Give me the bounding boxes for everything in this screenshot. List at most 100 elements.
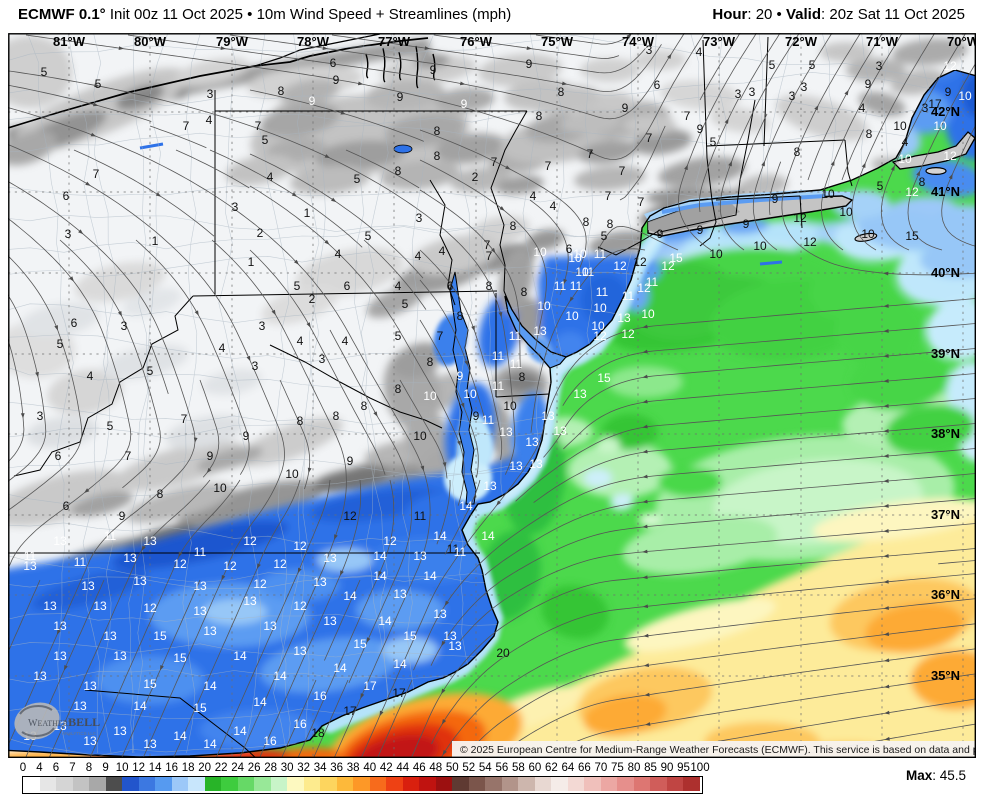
svg-text:10: 10	[463, 387, 477, 401]
svg-text:9: 9	[473, 409, 480, 423]
svg-text:13: 13	[23, 559, 37, 573]
svg-text:6: 6	[71, 316, 78, 330]
svg-text:4: 4	[902, 135, 909, 149]
svg-text:14: 14	[133, 699, 147, 713]
svg-text:12: 12	[223, 559, 237, 573]
svg-text:4: 4	[696, 45, 703, 59]
svg-text:1: 1	[304, 206, 311, 220]
svg-text:77°W: 77°W	[378, 34, 411, 49]
svg-text:13: 13	[33, 669, 47, 683]
svg-text:13: 13	[113, 724, 127, 738]
svg-text:7: 7	[255, 119, 262, 133]
svg-text:14: 14	[433, 529, 447, 543]
svg-text:ANALYTICS LLC: ANALYTICS LLC	[62, 731, 97, 736]
svg-text:11: 11	[74, 555, 87, 569]
svg-text:11: 11	[646, 275, 659, 289]
svg-text:41°N: 41°N	[931, 184, 960, 199]
svg-text:10: 10	[568, 251, 582, 265]
svg-text:13: 13	[263, 619, 277, 633]
svg-text:13: 13	[448, 639, 462, 653]
svg-text:13: 13	[393, 587, 407, 601]
svg-text:4: 4	[297, 334, 304, 348]
svg-text:4: 4	[550, 199, 557, 213]
svg-text:4: 4	[335, 247, 342, 261]
svg-text:7: 7	[638, 195, 645, 209]
svg-text:39°N: 39°N	[931, 346, 960, 361]
svg-text:9: 9	[397, 90, 404, 104]
svg-text:11: 11	[454, 545, 467, 559]
svg-text:12: 12	[943, 149, 957, 163]
svg-text:3: 3	[232, 200, 239, 214]
svg-text:13: 13	[529, 457, 543, 471]
svg-text:13: 13	[433, 607, 447, 621]
svg-text:13: 13	[323, 614, 337, 628]
svg-text:75°W: 75°W	[541, 34, 574, 49]
svg-text:5: 5	[57, 337, 64, 351]
svg-text:6: 6	[566, 242, 573, 256]
svg-text:13: 13	[43, 599, 57, 613]
svg-text:12: 12	[343, 509, 357, 523]
svg-text:11: 11	[582, 265, 595, 279]
svg-text:6: 6	[63, 499, 70, 513]
svg-text:80°W: 80°W	[134, 34, 167, 49]
svg-text:8: 8	[157, 487, 164, 501]
svg-text:9: 9	[697, 223, 704, 237]
svg-text:81°W: 81°W	[53, 34, 86, 49]
svg-text:1: 1	[152, 234, 159, 248]
svg-text:12: 12	[905, 185, 919, 199]
svg-text:7: 7	[183, 119, 190, 133]
svg-text:8: 8	[278, 84, 285, 98]
svg-text:10: 10	[591, 319, 605, 333]
svg-text:12: 12	[253, 577, 267, 591]
svg-text:2: 2	[472, 170, 479, 184]
svg-text:74°W: 74°W	[622, 34, 655, 49]
svg-text:13: 13	[541, 409, 555, 423]
svg-text:11: 11	[482, 413, 495, 427]
svg-text:7: 7	[181, 412, 188, 426]
svg-text:40°N: 40°N	[931, 265, 960, 280]
svg-text:12: 12	[661, 259, 675, 273]
svg-text:14: 14	[378, 614, 392, 628]
svg-text:20: 20	[496, 646, 510, 660]
svg-text:11: 11	[104, 529, 117, 543]
svg-text:4: 4	[395, 279, 402, 293]
svg-text:4: 4	[87, 369, 94, 383]
svg-text:4: 4	[859, 101, 866, 115]
svg-text:7: 7	[484, 238, 491, 252]
svg-text:4: 4	[530, 189, 537, 203]
svg-text:3: 3	[37, 409, 44, 423]
svg-text:3: 3	[922, 101, 929, 115]
svg-text:14: 14	[233, 649, 247, 663]
svg-text:5: 5	[769, 58, 776, 72]
svg-text:36°N: 36°N	[931, 587, 960, 602]
svg-text:78°W: 78°W	[297, 34, 330, 49]
svg-text:10: 10	[933, 119, 947, 133]
svg-text:10: 10	[593, 301, 607, 315]
svg-text:4: 4	[439, 244, 446, 258]
svg-text:6: 6	[654, 78, 661, 92]
svg-text:14: 14	[373, 569, 387, 583]
svg-text:9: 9	[657, 227, 664, 241]
svg-text:11: 11	[414, 509, 427, 523]
svg-text:9: 9	[207, 449, 214, 463]
svg-text:9: 9	[772, 192, 779, 206]
svg-text:12: 12	[613, 259, 627, 273]
svg-text:11: 11	[492, 349, 505, 363]
svg-text:73°W: 73°W	[703, 34, 736, 49]
svg-text:13: 13	[143, 534, 157, 548]
svg-text:10: 10	[575, 265, 589, 279]
svg-text:10: 10	[565, 309, 579, 323]
svg-text:5: 5	[354, 172, 361, 186]
svg-text:14: 14	[333, 661, 347, 675]
svg-text:35°N: 35°N	[931, 668, 960, 683]
svg-text:14: 14	[343, 589, 357, 603]
svg-text:12: 12	[943, 59, 957, 73]
svg-text:5: 5	[710, 135, 717, 149]
svg-text:6: 6	[63, 189, 70, 203]
svg-text:9: 9	[526, 57, 533, 71]
svg-text:8: 8	[427, 355, 434, 369]
svg-text:9: 9	[743, 217, 750, 231]
svg-text:13: 13	[483, 479, 497, 493]
svg-text:10: 10	[503, 399, 517, 413]
svg-text:3: 3	[319, 352, 326, 366]
